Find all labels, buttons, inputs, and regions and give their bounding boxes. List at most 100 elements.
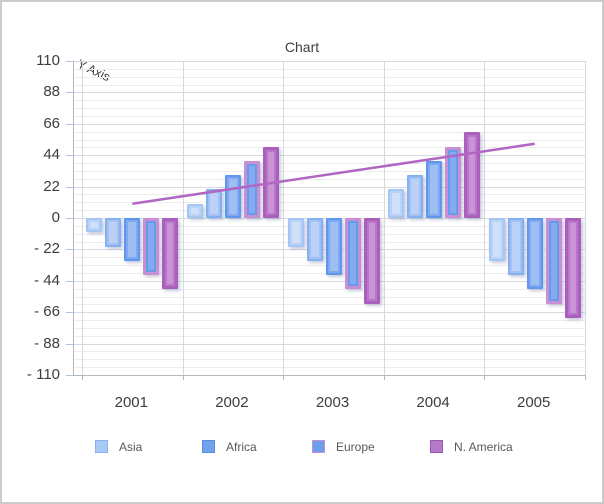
x-axis-tick (585, 375, 586, 380)
y-axis-tick (66, 312, 73, 314)
y-axis-tick-label: 22 (43, 177, 60, 195)
x-axis-tick (82, 375, 83, 380)
bar-series3-2003 (325, 218, 342, 276)
bar-europe-2004 (445, 146, 462, 218)
gridline-minor (74, 115, 585, 117)
bar-series3-2002 (224, 175, 241, 218)
gridline-major (74, 155, 585, 157)
y-axis-tick-label: - 66 (34, 303, 60, 321)
gridline-minor (74, 170, 585, 172)
y-axis-tick-label: 66 (43, 114, 60, 132)
x-axis-tick (484, 375, 486, 380)
gridline-minor (74, 76, 585, 78)
y-axis-tick-label: - 44 (34, 271, 60, 289)
gridline-minor (74, 147, 585, 149)
gridline-minor (74, 178, 585, 180)
x-axis-label-2001: 2001 (114, 394, 148, 411)
chart-title: Chart (284, 39, 320, 55)
gridline-minor (74, 367, 585, 369)
bar-africa-2004 (407, 175, 424, 218)
gridline-minor (74, 100, 585, 102)
gridline-minor (74, 68, 585, 70)
gridline-minor (74, 131, 585, 133)
gridline-major (74, 61, 585, 62)
legend-label: Asia (119, 439, 143, 454)
legend-swatch (312, 440, 325, 453)
gridline-minor (74, 320, 585, 322)
y-axis-tick-label: - 22 (34, 240, 60, 258)
gridline-minor (74, 202, 585, 204)
x-axis-tick (383, 375, 385, 380)
gridline-minor (74, 327, 585, 329)
gridline-minor (74, 359, 585, 361)
legend-item-n-america: N. America (430, 439, 513, 454)
bar-europe-2001 (143, 218, 160, 276)
legend-label: Africa (226, 439, 257, 454)
y-axis-tick (66, 375, 73, 376)
bar-asia-2004 (388, 189, 405, 218)
y-axis-tick (66, 186, 73, 188)
gridline-minor (74, 210, 585, 212)
gridline-major (74, 343, 585, 345)
legend-label: N. America (454, 439, 513, 454)
bar-europe-2005 (545, 218, 562, 304)
bar-n-america-2001 (162, 218, 179, 290)
gridline-vertical (585, 61, 586, 375)
y-axis-tick (66, 61, 73, 62)
bar-asia-2002 (186, 203, 203, 218)
gridline-vertical (484, 61, 486, 375)
gridline-major (74, 123, 585, 125)
bar-series3-2001 (124, 218, 141, 261)
gridline-vertical (182, 61, 184, 375)
gridline-minor (74, 163, 585, 165)
plot-area (66, 61, 586, 380)
bar-series3-2005 (526, 218, 543, 290)
gridline-vertical (283, 61, 285, 375)
y-axis-tick (66, 123, 73, 125)
gridline-major (74, 186, 585, 188)
bar-n-america-2005 (564, 218, 581, 318)
gridline-minor (74, 296, 585, 298)
trendline (132, 142, 535, 205)
gridline-vertical (82, 61, 83, 375)
gridline-minor (74, 335, 585, 337)
bar-africa-2005 (507, 218, 524, 276)
bar-series3-2004 (426, 160, 443, 218)
bar-africa-2001 (105, 218, 122, 247)
legend-item-asia: Asia (95, 439, 142, 454)
gridline-minor (74, 304, 585, 306)
gridline-minor (74, 108, 585, 110)
y-axis-tick (66, 249, 73, 251)
gridline-minor (74, 84, 585, 86)
gridline-major (74, 312, 585, 314)
legend-swatch (95, 440, 108, 453)
gridline-minor (74, 288, 585, 290)
y-axis-tick (66, 280, 73, 282)
x-axis-label-2003: 2003 (315, 394, 350, 411)
x-axis-label-2004: 2004 (416, 394, 450, 411)
x-axis-tick (182, 375, 184, 380)
gridline-major (74, 92, 585, 94)
gridline-major (74, 280, 585, 282)
bar-asia-2001 (86, 218, 103, 233)
y-axis-tick (66, 343, 73, 345)
y-axis-tick-label: 44 (43, 146, 60, 164)
bar-asia-2005 (488, 218, 505, 261)
y-axis-tick (66, 218, 73, 219)
bar-europe-2003 (344, 218, 361, 290)
x-axis-tick (283, 375, 285, 380)
y-axis-tick (66, 92, 73, 94)
gridline-minor (74, 351, 585, 353)
y-axis-tick-label: - 110 (26, 366, 60, 383)
legend-swatch (202, 440, 215, 453)
legend-item-africa: Africa (202, 439, 257, 454)
y-axis-tick-label: 0 (51, 209, 60, 226)
y-axis-tick (66, 155, 73, 157)
y-axis-tick-label: 110 (36, 52, 60, 69)
legend-swatch (430, 440, 443, 453)
bar-asia-2003 (287, 218, 304, 247)
x-axis-label-2002: 2002 (215, 394, 249, 411)
y-axis-tick-label: - 88 (34, 334, 60, 352)
bar-n-america-2003 (363, 218, 380, 304)
